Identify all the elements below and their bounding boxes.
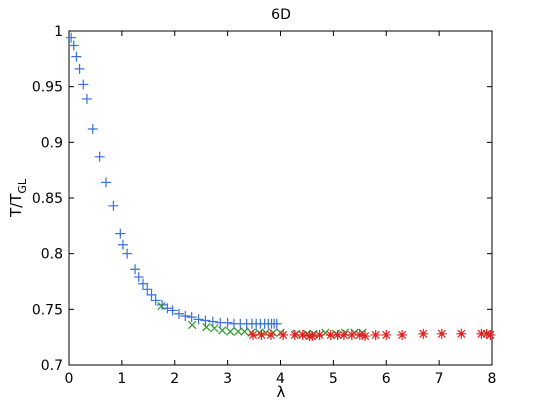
data-point-plus — [87, 123, 98, 134]
data-point-x — [218, 326, 227, 335]
series-asterisk — [248, 328, 496, 342]
y-axis-label: T/TGL — [7, 178, 29, 218]
data-point-asterisk — [481, 328, 492, 339]
data-point-x — [188, 320, 197, 330]
data-point-plus — [81, 93, 92, 104]
data-point-asterisk — [314, 329, 325, 340]
x-axis-label: λ — [277, 383, 286, 401]
data-point-asterisk — [370, 329, 381, 340]
x-tick-label: 0 — [65, 371, 74, 387]
data-point-plus — [71, 51, 82, 62]
data-point-x — [202, 322, 211, 332]
data-point-plus — [94, 151, 105, 162]
data-point-asterisk — [325, 329, 336, 340]
data-point-asterisk — [265, 329, 276, 340]
data-point-asterisk — [354, 329, 365, 340]
data-point-plus — [117, 239, 128, 250]
data-point-plus — [222, 317, 233, 328]
data-point-plus — [167, 305, 178, 316]
x-axis-tick-labels: 0 1 2 3 4 5 6 7 8 — [65, 371, 497, 387]
data-point-x — [240, 327, 249, 336]
data-point-plus — [142, 284, 153, 295]
y-tick-label: 0.75 — [32, 302, 63, 318]
x-tick-label: 1 — [117, 371, 126, 387]
x-tick-label: 6 — [382, 371, 391, 387]
data-point-asterisk — [346, 329, 357, 340]
data-point-asterisk — [338, 329, 349, 340]
data-point-plus — [207, 316, 218, 327]
data-point-asterisk — [278, 329, 289, 340]
data-point-x — [210, 324, 219, 333]
data-point-asterisk — [307, 331, 318, 342]
data-point-x — [157, 301, 166, 311]
y-tick-label: 0.8 — [41, 247, 63, 263]
x-tick-label: 5 — [329, 371, 338, 387]
data-point-x — [226, 327, 235, 336]
y-tick-label: 0.7 — [41, 358, 63, 374]
data-point-asterisk — [456, 328, 467, 339]
data-point-plus — [271, 318, 282, 329]
x-tick-label: 4 — [276, 371, 285, 387]
data-point-asterisk — [256, 329, 267, 340]
data-point-plus — [133, 272, 144, 283]
x-tick-label: 8 — [488, 371, 497, 387]
data-point-plus — [180, 311, 191, 322]
data-point-plus — [66, 32, 77, 43]
data-point-plus — [146, 289, 157, 300]
data-point-plus — [130, 264, 141, 275]
data-point-asterisk — [248, 329, 259, 340]
data-point-plus — [193, 314, 204, 325]
data-point-plus — [101, 177, 112, 188]
x-tick-label: 7 — [435, 371, 444, 387]
data-point-plus — [138, 278, 149, 289]
data-point-x — [234, 327, 243, 336]
axis-ticks — [68, 30, 493, 366]
y-tick-label: 0.85 — [32, 191, 63, 207]
data-point-plus — [186, 312, 197, 323]
plot-area — [68, 30, 493, 366]
y-tick-label: 0.95 — [32, 80, 63, 96]
data-point-plus — [74, 63, 85, 74]
data-point-asterisk — [485, 329, 496, 340]
y-tick-label: 0.9 — [41, 135, 63, 151]
data-point-asterisk — [436, 328, 447, 339]
x-tick-label: 2 — [170, 371, 179, 387]
data-point-plus — [78, 79, 89, 90]
y-axis-label-subscript: GL — [16, 178, 29, 194]
data-point-asterisk — [397, 329, 408, 340]
data-point-asterisk — [289, 329, 300, 340]
data-point-plus — [122, 248, 133, 259]
data-point-asterisk — [418, 328, 429, 339]
data-point-asterisk — [332, 329, 343, 340]
data-point-asterisk — [476, 328, 487, 339]
data-point-asterisk — [381, 329, 392, 340]
data-point-plus — [115, 228, 126, 239]
data-point-asterisk — [297, 329, 308, 340]
data-point-plus — [68, 40, 79, 51]
y-axis-tick-labels: 0.7 0.75 0.8 0.85 0.9 0.95 1 — [32, 24, 63, 374]
y-axis-label-main: T/T — [7, 193, 25, 218]
x-tick-label: 3 — [223, 371, 232, 387]
data-point-plus — [173, 308, 184, 319]
data-point-plus — [200, 315, 211, 326]
y-tick-label: 1 — [54, 24, 63, 40]
data-point-plus — [150, 295, 161, 306]
data-points — [66, 32, 496, 342]
data-point-plus — [108, 200, 119, 211]
chart-title: 6D — [271, 7, 291, 23]
data-point-asterisk — [360, 331, 371, 342]
